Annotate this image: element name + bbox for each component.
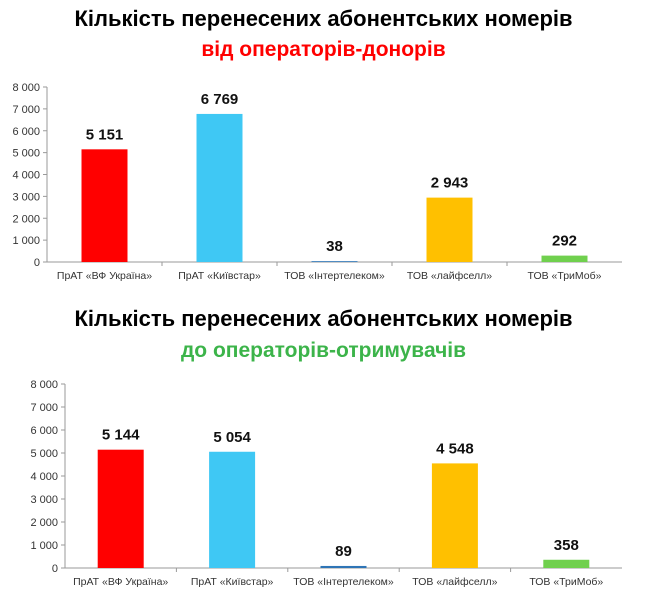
chart2-category-label: ПрАТ «Київстар» <box>191 576 274 588</box>
chart2-data-label: 358 <box>554 537 579 554</box>
chart1-y-tick-label: 1 000 <box>12 235 40 247</box>
chart2-subtitle: до операторів-отримувачів <box>180 339 467 362</box>
chart2-bar <box>431 463 478 568</box>
chart1-title: Кількість перенесених абонентських номер… <box>74 6 573 31</box>
chart2-category-label: ТОВ «ТриМоб» <box>529 576 603 588</box>
chart2-bar <box>209 451 256 568</box>
chart2-y-tick-label: 1 000 <box>30 540 58 552</box>
chart1-y-tick-label: 6 000 <box>12 126 40 138</box>
chart1-category-label: ПрАТ «ВФ Україна» <box>57 270 152 282</box>
chart2-category-label: ПрАТ «ВФ Україна» <box>73 576 168 588</box>
chart2-data-label: 89 <box>335 543 352 560</box>
chart1-y-tick-label: 8 000 <box>12 82 40 94</box>
chart1-bar <box>196 113 243 262</box>
chart1-category-label: ТОВ «Інтертелеком» <box>284 270 385 282</box>
chart1-y-tick-label: 5 000 <box>12 148 40 160</box>
chart2-y-tick-label: 5 000 <box>30 448 58 460</box>
chart1-y-tick-label: 0 <box>34 257 40 269</box>
chart2-y-tick-label: 8 000 <box>30 379 58 391</box>
chart2-data-label: 5 144 <box>102 427 140 444</box>
chart2-y-tick-label: 3 000 <box>30 494 58 506</box>
chart2-bar <box>320 565 367 568</box>
chart2-data-label: 4 548 <box>436 440 474 457</box>
chart1-data-label: 5 151 <box>86 126 124 143</box>
chart1-y-tick-label: 3 000 <box>12 191 40 203</box>
chart2-bar <box>543 559 590 568</box>
chart1-data-label: 292 <box>552 233 577 250</box>
chart2-title: Кількість перенесених абонентських номер… <box>74 306 573 331</box>
chart1-bar <box>311 261 358 262</box>
chart1-category-label: ТОВ «лайфселл» <box>407 270 492 282</box>
chart1-subtitle: від операторів-донорів <box>201 38 446 61</box>
chart1-data-label: 2 943 <box>431 175 469 192</box>
chart2-y-tick-label: 7 000 <box>30 402 58 414</box>
chart2-y-tick-label: 2 000 <box>30 517 58 529</box>
chart1-bar <box>541 255 588 262</box>
chart2-data-label: 5 054 <box>213 429 251 446</box>
chart1-data-label: 38 <box>326 238 343 255</box>
chart1-category-label: ПрАТ «Київстар» <box>178 270 261 282</box>
chart2-category-label: ТОВ «лайфселл» <box>412 576 497 588</box>
chart1-bar <box>81 149 128 262</box>
chart2-category-label: ТОВ «Інтертелеком» <box>293 576 394 588</box>
chart2-y-tick-label: 0 <box>52 563 58 575</box>
chart1-category-label: ТОВ «ТриМоб» <box>528 270 602 282</box>
chart1-data-label: 6 769 <box>201 91 239 108</box>
chart1-bar <box>426 197 473 262</box>
chart2-y-tick-label: 4 000 <box>30 471 58 483</box>
chart2-bar <box>97 449 144 568</box>
chart1-y-tick-label: 2 000 <box>12 213 40 225</box>
chart2-y-tick-label: 6 000 <box>30 425 58 437</box>
chart1-y-tick-label: 7 000 <box>12 104 40 116</box>
chart1-y-tick-label: 4 000 <box>12 170 40 182</box>
